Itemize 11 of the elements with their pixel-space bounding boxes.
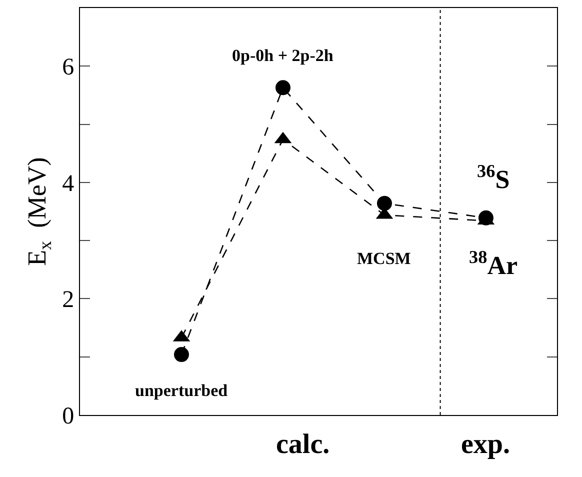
text: calc.	[276, 429, 330, 460]
annotation: 0p-0h + 2p-2h	[232, 46, 334, 65]
series-label: $^{36}$S	[477, 161, 510, 194]
annotation: MCSM	[357, 249, 411, 268]
y-tick-label: 0	[62, 403, 74, 430]
series-label: $^{38}$Ar	[469, 247, 518, 280]
y-tick-label: 2	[62, 287, 74, 314]
y-tick-label: 4	[62, 170, 74, 197]
annotation: unperturbed	[135, 381, 228, 400]
text: exp.	[461, 429, 510, 460]
y-tick-label: 6	[62, 54, 74, 81]
